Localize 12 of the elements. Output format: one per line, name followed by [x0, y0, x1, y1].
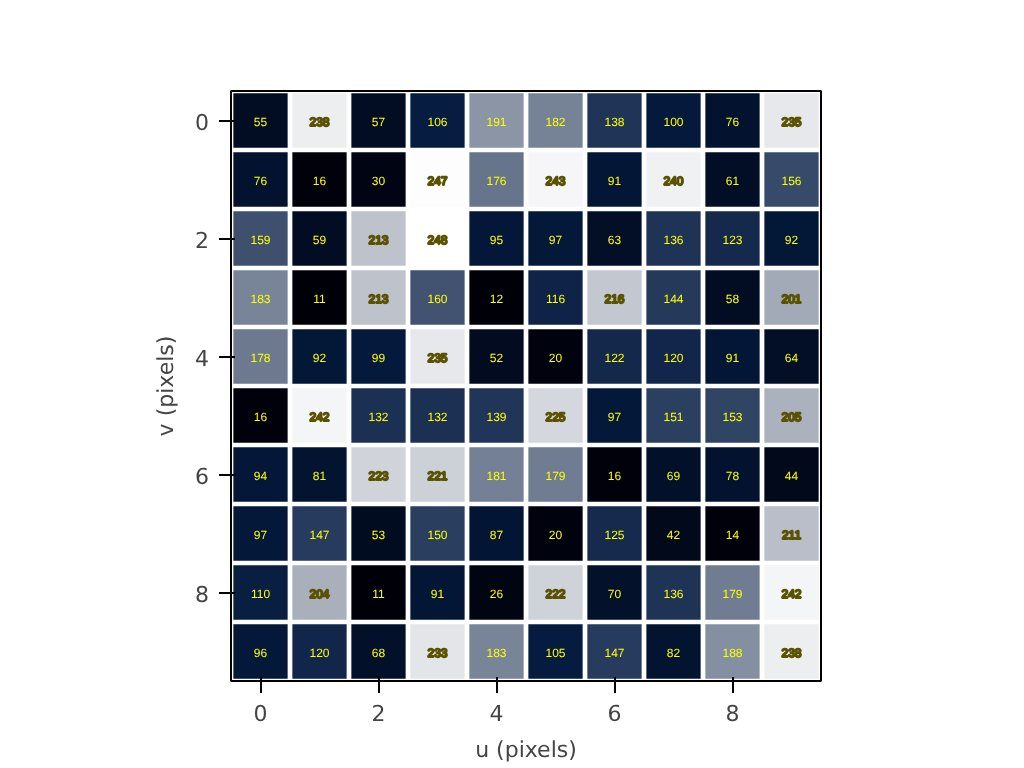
- y-tick-label: 6: [195, 463, 209, 490]
- x-tick-label: 8: [725, 701, 740, 727]
- y-tick-label: 8: [195, 581, 209, 608]
- x-tick-label: 6: [607, 701, 622, 727]
- y-tick-label: 4: [195, 345, 209, 372]
- y-tick-label: 0: [195, 109, 209, 136]
- x-tick-label: 2: [371, 701, 386, 727]
- x-axis-title: u (pixels): [475, 737, 577, 763]
- y-tick-label: 2: [195, 227, 209, 254]
- x-tick-label: 0: [253, 701, 268, 727]
- y-axis-title: v (pixels): [153, 335, 179, 437]
- x-tick-label: 4: [489, 701, 504, 727]
